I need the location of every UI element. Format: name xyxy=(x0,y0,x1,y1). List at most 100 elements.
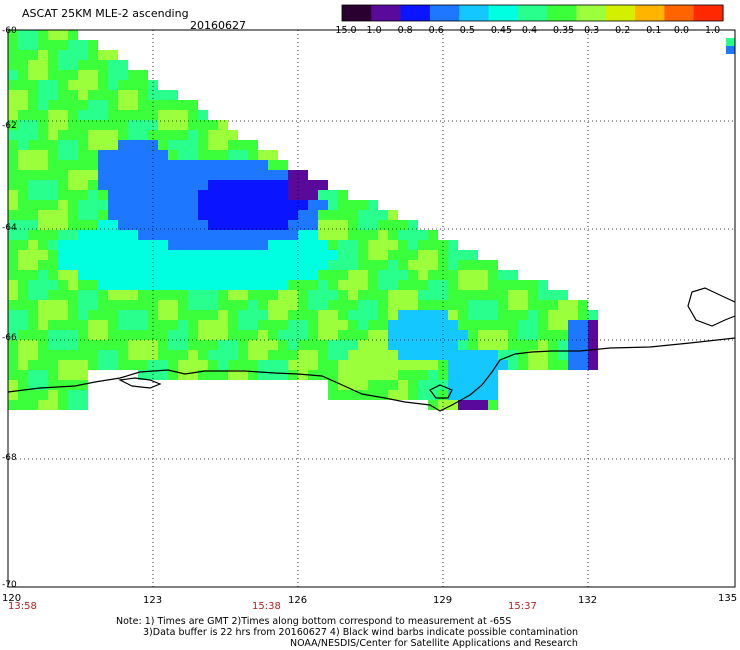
swath-pixel xyxy=(118,200,128,210)
swath-pixel xyxy=(398,240,408,250)
swath-pixel xyxy=(58,250,68,260)
swath-pixel xyxy=(18,110,28,120)
swath-pixel xyxy=(468,350,478,360)
swath-pixel xyxy=(168,90,178,100)
swath-pixel xyxy=(48,280,58,290)
swath-pixel xyxy=(158,250,168,260)
swath-pixel xyxy=(178,170,188,180)
swath-pixel xyxy=(68,400,78,410)
swath-pixel xyxy=(348,280,358,290)
swath-pixel xyxy=(108,300,118,310)
swath-pixel xyxy=(358,290,368,300)
swath-pixel xyxy=(58,100,68,110)
swath-pixel xyxy=(88,70,98,80)
swath-pixel xyxy=(8,260,18,270)
swath-pixel xyxy=(88,200,98,210)
swath-pixel xyxy=(38,60,48,70)
swath-pixel xyxy=(308,190,318,200)
swath-pixel xyxy=(98,330,108,340)
swath-pixel xyxy=(108,100,118,110)
swath-pixel xyxy=(488,380,498,390)
swath-pixel xyxy=(28,280,38,290)
swath-pixel xyxy=(548,360,558,370)
swath-pixel xyxy=(108,50,118,60)
swath-pixel xyxy=(268,370,278,380)
swath-pixel xyxy=(98,280,108,290)
swath-pixel xyxy=(138,230,148,240)
swath-pixel xyxy=(138,350,148,360)
swath-pixel xyxy=(578,300,588,310)
swath-pixel xyxy=(238,320,248,330)
swath-pixel xyxy=(538,340,548,350)
swath-pixel xyxy=(458,290,468,300)
swath-pixel xyxy=(98,220,108,230)
swath-pixel xyxy=(368,250,378,260)
swath-pixel xyxy=(18,120,28,130)
swath-pixel xyxy=(78,340,88,350)
swath-pixel xyxy=(138,200,148,210)
swath-pixel xyxy=(158,180,168,190)
swath-pixel xyxy=(98,360,108,370)
swath-pixel xyxy=(168,260,178,270)
swath-pixel xyxy=(178,200,188,210)
swath-pixel xyxy=(108,280,118,290)
swath-pixel xyxy=(278,320,288,330)
swath-pixel xyxy=(118,90,128,100)
swath-pixel xyxy=(288,250,298,260)
swath-pixel xyxy=(248,260,258,270)
swath-pixel xyxy=(388,240,398,250)
swath-pixel xyxy=(218,310,228,320)
swath-pixel xyxy=(468,390,478,400)
swath-pixel xyxy=(388,340,398,350)
swath-pixel xyxy=(238,370,248,380)
swath-pixel xyxy=(268,280,278,290)
swath-pixel xyxy=(38,250,48,260)
swath-pixel xyxy=(128,240,138,250)
swath-pixel xyxy=(128,170,138,180)
swath-pixel xyxy=(8,270,18,280)
swath-pixel xyxy=(428,390,438,400)
swath-pixel xyxy=(458,250,468,260)
swath-pixel xyxy=(208,150,218,160)
swath-pixel xyxy=(218,200,228,210)
swath-pixel xyxy=(208,340,218,350)
swath-pixel xyxy=(408,270,418,280)
swath-pixel xyxy=(108,120,118,130)
colorbar-swatch xyxy=(488,5,519,21)
swath-pixel xyxy=(428,240,438,250)
swath-pixel xyxy=(188,330,198,340)
swath-pixel xyxy=(428,370,438,380)
swath-pixel xyxy=(298,200,308,210)
swath-pixel xyxy=(478,310,488,320)
swath-pixel xyxy=(8,100,18,110)
swath-pixel xyxy=(48,270,58,280)
swath-pixel xyxy=(78,50,88,60)
swath-pixel xyxy=(28,80,38,90)
swath-pixel xyxy=(378,210,388,220)
swath-pixel xyxy=(48,400,58,410)
swath-pixel xyxy=(88,230,98,240)
swath-pixel xyxy=(58,270,68,280)
swath-pixel xyxy=(8,350,18,360)
swath-pixel xyxy=(258,240,268,250)
swath-pixel xyxy=(48,260,58,270)
swath-pixel xyxy=(58,180,68,190)
swath-pixel xyxy=(8,360,18,370)
swath-pixel xyxy=(178,360,188,370)
swath-pixel xyxy=(418,270,428,280)
swath-pixel xyxy=(118,300,128,310)
swath-pixel xyxy=(18,180,28,190)
swath-pixel xyxy=(588,320,598,330)
swath-pixel xyxy=(8,90,18,100)
swath-pixel xyxy=(358,200,368,210)
swath-pixel xyxy=(218,270,228,280)
swath-pixel xyxy=(98,200,108,210)
swath-pixel xyxy=(558,350,568,360)
swath-pixel xyxy=(518,310,528,320)
swath-pixel xyxy=(378,260,388,270)
swath-pixel xyxy=(448,300,458,310)
swath-pixel xyxy=(248,360,258,370)
swath-pixel xyxy=(88,190,98,200)
swath-pixel xyxy=(268,190,278,200)
swath-pixel xyxy=(188,150,198,160)
